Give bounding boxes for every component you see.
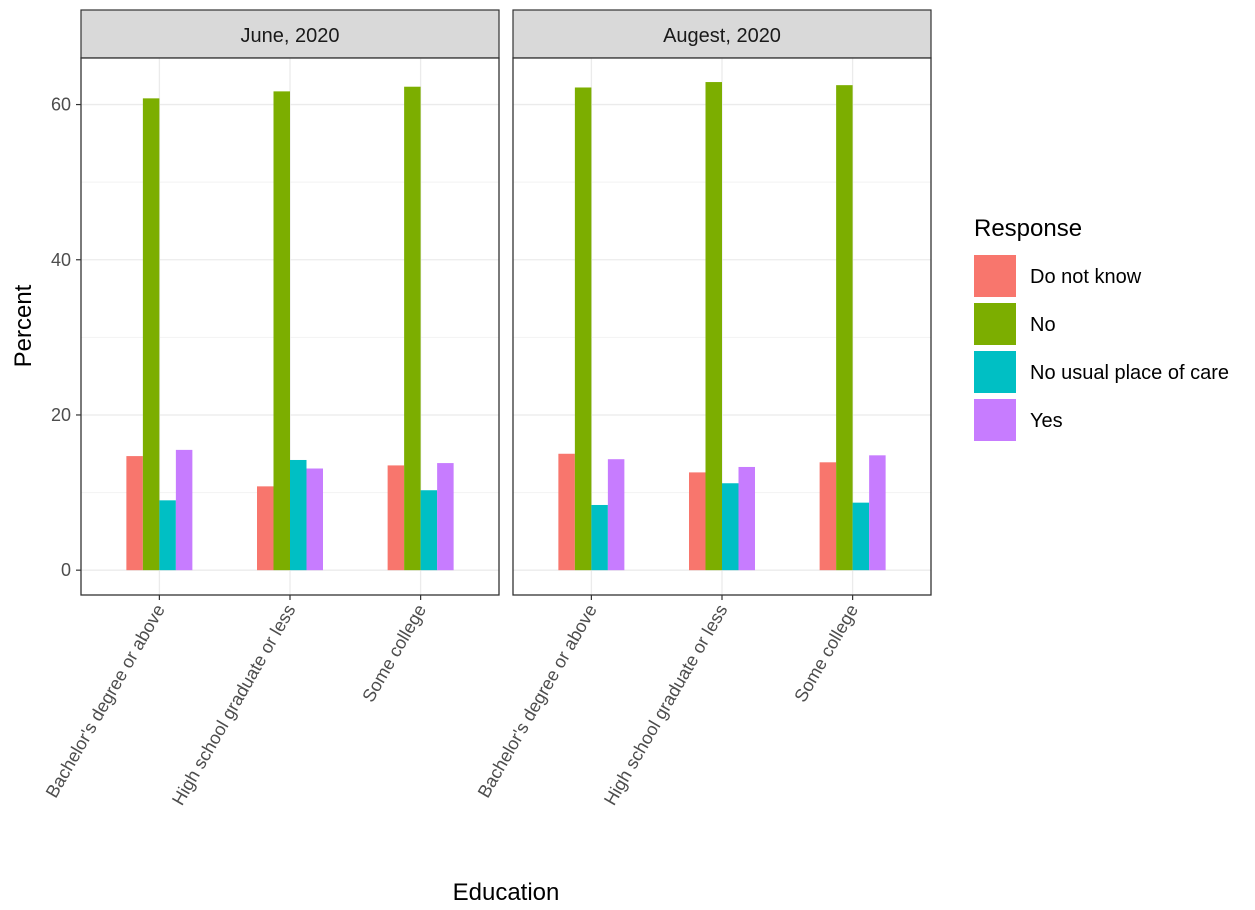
bar-no-usual-place-of-care <box>852 502 870 571</box>
y-axis: 0 20 40 60 <box>51 95 81 580</box>
y-tick-label: 60 <box>51 95 71 115</box>
bar-no <box>574 87 592 571</box>
facet-strip-august <box>512 9 932 59</box>
y-axis-title: Percent <box>10 284 37 367</box>
facet-title-june: June, 2020 <box>241 25 340 47</box>
legend-label: Yes <box>1030 410 1063 432</box>
bar-no <box>142 98 160 571</box>
bar-no-usual-place-of-care <box>290 459 307 571</box>
y-tick-label: 20 <box>51 405 71 425</box>
bar-yes <box>869 455 886 571</box>
legend-label: No usual place of care <box>1030 362 1229 384</box>
bar-yes <box>175 449 193 571</box>
legend-key-do-not-know <box>974 255 1016 297</box>
bar-do-not-know <box>689 472 706 571</box>
bar-no-usual-place-of-care <box>159 500 176 571</box>
bar-no-usual-place-of-care <box>591 504 608 571</box>
y-tick-label: 40 <box>51 250 71 270</box>
bar-no <box>705 82 722 571</box>
bar-do-not-know <box>558 453 575 571</box>
panel-june <box>80 57 500 596</box>
bar-yes <box>306 468 323 571</box>
facet-title-august: Augest, 2020 <box>663 25 781 47</box>
legend-title: Response <box>974 215 1082 242</box>
legend: Response Do not know No No usual place of … <box>974 215 1229 441</box>
bar-no <box>404 86 421 571</box>
legend-key-no-usual-place-of-care <box>974 351 1016 393</box>
y-tick-label: 0 <box>61 560 71 580</box>
bar-yes <box>437 463 454 571</box>
bar-do-not-know <box>387 465 405 571</box>
bar-no-usual-place-of-care <box>722 483 739 571</box>
bar-no-usual-place-of-care <box>420 490 438 571</box>
panel-august <box>512 57 932 596</box>
bar-do-not-know <box>257 486 274 571</box>
bar-no <box>836 85 853 571</box>
bar-yes <box>738 466 755 571</box>
bar-no <box>273 91 290 571</box>
legend-label: No <box>1030 314 1056 336</box>
legend-key-no <box>974 303 1016 345</box>
bar-do-not-know <box>819 462 837 571</box>
bar-yes <box>607 459 625 571</box>
bar-do-not-know <box>126 456 143 571</box>
legend-label: Do not know <box>1030 266 1142 288</box>
legend-key-yes <box>974 399 1016 441</box>
x-axis-title: Education <box>453 879 560 906</box>
facet-strip-june <box>80 9 500 59</box>
